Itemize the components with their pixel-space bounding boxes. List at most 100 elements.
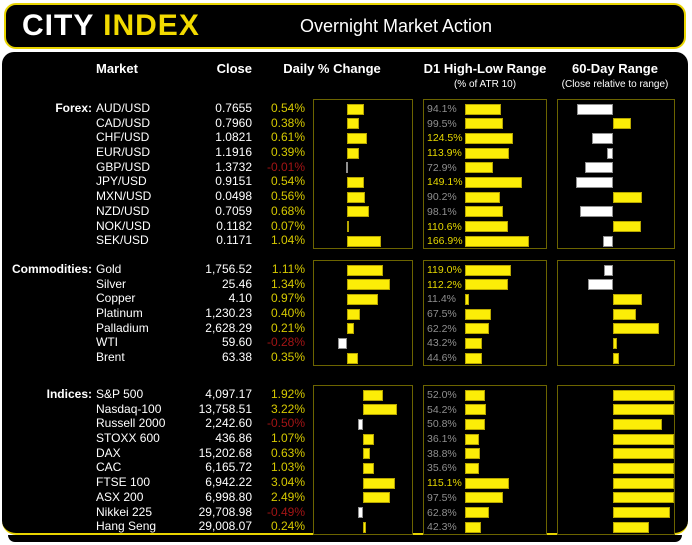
d1-range-bar-row: 90.2% (424, 190, 546, 205)
d1-bar-area (465, 175, 544, 190)
d1-range-bar (465, 521, 482, 533)
d1-range-bar-row: 35.6% (424, 461, 546, 476)
daily-change-bar-row (314, 432, 412, 447)
sixty-day-range-bar (612, 389, 674, 401)
daily-change-value: 1.92% (270, 387, 305, 401)
bottom-shadow (8, 535, 682, 542)
close-value: 1.1916 (215, 145, 252, 160)
daily-change-bar (346, 221, 349, 232)
market-name: CHF/USD (96, 130, 150, 145)
logo-index: INDEX (103, 9, 200, 42)
daily-change-chart (313, 260, 413, 366)
d1-range-bar-row: 94.1% (424, 102, 546, 117)
d1-bar-area (465, 388, 544, 403)
column-header-daily-change: Daily % Change (283, 61, 381, 76)
d1-range-value: 11.4% (427, 293, 456, 306)
column-header-market: Market (96, 61, 138, 76)
subheader-d1-atr: (% of ATR 10) (453, 79, 517, 90)
sixty-day-range-bar (587, 279, 613, 291)
close-value: 0.9151 (215, 174, 252, 189)
d1-range-bar (465, 235, 530, 247)
section-label: Forex: (55, 101, 92, 115)
row-copper: Copper 4.10 0.97% (2, 291, 313, 306)
daily-change-bar-row (314, 476, 412, 491)
daily-change-bar (363, 477, 396, 489)
daily-change-bar (346, 118, 360, 130)
sixty-day-range-bar (612, 118, 631, 130)
close-value: 6,165.72 (205, 460, 252, 475)
d1-range-bar (465, 477, 510, 489)
close-value: 6,998.80 (205, 489, 252, 504)
row-nikkei-225: Nikkei 225 29,708.98 -0.49% (2, 505, 313, 520)
sixty-day-range-bar (612, 221, 641, 232)
sixty-day-range-bar-row (558, 131, 674, 146)
sixty-day-range-bar (612, 462, 674, 474)
d1-range-value: 112.2% (427, 278, 462, 291)
row-s-p-500: Indices: S&P 500 4,097.17 1.92% (2, 387, 313, 402)
daily-change-bar-row (314, 292, 412, 307)
section-rows: Indices: S&P 500 4,097.17 1.92% Nasdaq-100 13… (2, 387, 313, 534)
d1-range-bar-row: 44.6% (424, 351, 546, 366)
row-gbp-usd: GBP/USD 1.3732 -0.01% (2, 160, 313, 175)
market-name: CAD/USD (96, 115, 151, 130)
d1-range-bar (465, 433, 479, 445)
close-value: 2,242.60 (205, 416, 252, 431)
sixty-day-range-bar-row (558, 322, 674, 337)
d1-range-bar (465, 191, 500, 203)
d1-range-value: 62.2% (427, 322, 457, 335)
sixty-day-range-bar-row (558, 461, 674, 476)
d1-range-bar-row: 42.3% (424, 520, 546, 535)
section-rows: Forex: AUD/USD 0.7655 0.54% CAD/USD 0.7960 0.3… (2, 101, 313, 248)
daily-change-bar-row (314, 278, 412, 293)
market-name: Copper (96, 291, 136, 306)
row-cad-usd: CAD/USD 0.7960 0.38% (2, 116, 313, 131)
sixty-day-range-bar-row (558, 447, 674, 462)
d1-range-value: 52.0% (427, 389, 457, 401)
row-cac: CAC 6,165.72 1.03% (2, 460, 313, 475)
row-palladium: Palladium 2,628.29 0.21% (2, 321, 313, 336)
daily-change-bar-row (314, 351, 412, 366)
d1-bar-area (465, 417, 544, 432)
sixty-day-range-bar-row (558, 175, 674, 190)
daily-change-bar-row (314, 322, 412, 337)
sixty-day-range-bar-row (558, 388, 674, 403)
sixty-day-range-bar (603, 264, 613, 276)
market-name: Brent (96, 350, 125, 365)
sixty-day-range-bar-row (558, 205, 674, 220)
d1-range-bar-row: 97.5% (424, 491, 546, 506)
sixty-day-range-bar (585, 162, 613, 174)
sixty-day-range-bar-row (558, 234, 674, 249)
daily-change-value: -0.50% (266, 416, 305, 431)
d1-bar-area (465, 432, 544, 447)
daily-change-value: 0.56% (270, 189, 305, 204)
daily-change-value: 1.03% (270, 460, 305, 475)
row-aud-usd: Forex: AUD/USD 0.7655 0.54% (2, 101, 313, 116)
market-name: Hang Seng (96, 519, 157, 534)
sixty-day-range-bar-row (558, 102, 674, 117)
d1-range-value: 113.9% (427, 147, 462, 160)
d1-bar-area (465, 146, 544, 161)
d1-range-bar-row: 115.1% (424, 476, 546, 491)
sixty-day-range-bar-row (558, 417, 674, 432)
d1-range-value: 36.1% (427, 433, 457, 446)
daily-change-value: -0.49% (266, 504, 305, 519)
d1-range-value: 50.8% (427, 418, 457, 431)
d1-range-bar (465, 118, 504, 130)
daily-change-value: 0.21% (270, 320, 305, 335)
sixty-day-range-bar (606, 147, 613, 159)
daily-change-bar-row (314, 131, 412, 146)
d1-range-bar (465, 404, 486, 416)
d1-range-bar (465, 162, 494, 174)
sixty-day-range-bar (612, 492, 674, 504)
d1-bar-area (465, 447, 544, 462)
daily-change-bar-row (314, 307, 412, 322)
daily-change-bar-row (314, 205, 412, 220)
sixty-day-range-chart (557, 260, 675, 366)
daily-change-value: -0.01% (266, 159, 305, 174)
row-asx-200: ASX 200 6,998.80 2.49% (2, 490, 313, 505)
daily-change-value: -0.28% (266, 335, 305, 350)
close-value: 29,008.07 (198, 519, 252, 534)
close-value: 13,758.51 (198, 401, 252, 416)
d1-range-value: 149.1% (427, 176, 463, 189)
sixty-day-range-bar-row (558, 307, 674, 322)
